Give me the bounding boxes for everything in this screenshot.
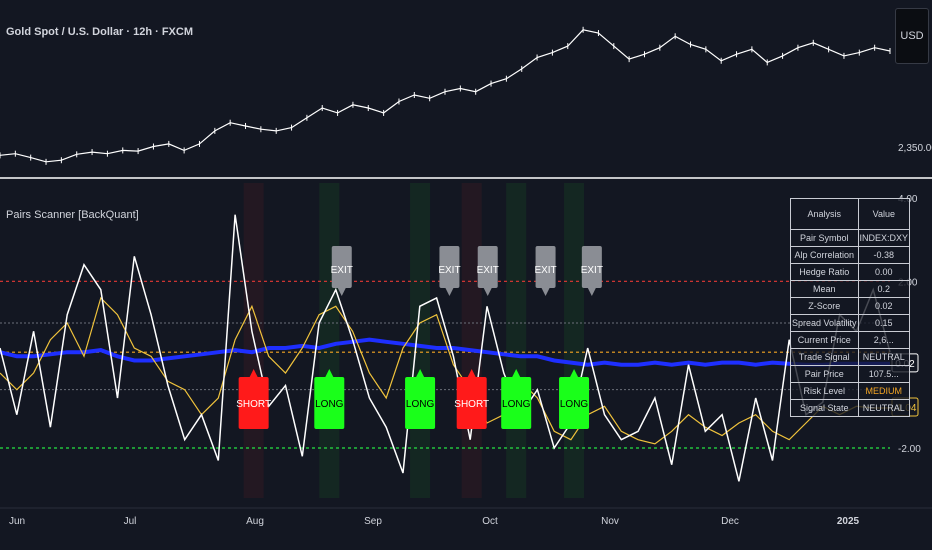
exit-marker [439, 246, 460, 288]
signal-zone [410, 183, 431, 498]
exit-marker [581, 246, 602, 288]
exit-label: EXIT [581, 265, 603, 276]
short-marker [456, 377, 487, 429]
table-header: Analysis Value [790, 198, 911, 230]
table-cell: MEDIUM [857, 382, 911, 400]
exit-marker-tip [445, 288, 454, 296]
exit-marker [477, 246, 498, 288]
long-marker [405, 377, 436, 429]
table-cell: Risk Level [790, 382, 859, 400]
exit-label: EXIT [477, 265, 499, 276]
table-cell: Signal State [790, 399, 859, 417]
table-row: Signal State NEUTRAL [790, 399, 911, 417]
table-cell: 0.00 [857, 263, 911, 281]
table-cell: Alp Correlation [790, 246, 859, 264]
table-cell: Z-Score [790, 297, 859, 315]
long-marker [314, 377, 345, 429]
signal-zone [319, 183, 340, 498]
indicator-title: Pairs Scanner [BackQuant] [6, 209, 139, 221]
table-row: Trade Signal NEUTRAL [790, 348, 911, 366]
table-row: Hedge Ratio 0.00 [790, 263, 911, 281]
exit-marker-tip [541, 288, 550, 296]
analysis-table: Analysis Value Pair Symbol INDEX:DXY Alp Cor… [790, 198, 911, 417]
x-tick-label: Jul [124, 516, 137, 527]
secondary-series [0, 296, 890, 445]
signal-marker-tip [467, 369, 476, 377]
exit-marker [331, 246, 352, 288]
table-header-cell: Analysis [790, 198, 859, 230]
exit-label: EXIT [331, 265, 353, 276]
table-cell: Trade Signal [790, 348, 859, 366]
signal-marker-tip [570, 369, 579, 377]
table-row: Alp Correlation -0.38 [790, 246, 911, 264]
signal-marker-tip [249, 369, 258, 377]
signal-marker-tip [416, 369, 425, 377]
table-row: Current Price 2,6... [790, 331, 911, 349]
long-label: LONG [315, 399, 344, 410]
long-label: LONG [502, 399, 531, 410]
table-cell: 107.5... [857, 365, 911, 383]
long-marker [559, 377, 590, 429]
exit-marker [535, 246, 556, 288]
table-cell: Hedge Ratio [790, 263, 859, 281]
table-cell: Mean [790, 280, 859, 298]
exit-label: EXIT [534, 265, 556, 276]
short-marker [238, 377, 269, 429]
currency-label: USD [900, 30, 924, 42]
table-cell: 0.02 [857, 297, 911, 315]
table-cell: Pair Price [790, 365, 859, 383]
exit-marker-tip [483, 288, 492, 296]
x-tick-label: Jun [9, 516, 25, 527]
table-row: Pair Symbol INDEX:DXY [790, 229, 911, 247]
table-cell: Current Price [790, 331, 859, 349]
price-chart-title: Gold Spot / U.S. Dollar · 12h · FXCM [6, 26, 194, 38]
x-tick-label: Nov [601, 516, 619, 527]
signal-marker-tip [512, 369, 521, 377]
long-marker [501, 377, 532, 429]
y-tick-label: -2.00 [898, 444, 921, 455]
x-tick-label: Aug [246, 516, 264, 527]
currency-button[interactable]: USD [895, 8, 929, 64]
exit-label: EXIT [438, 265, 460, 276]
x-tick-label: 2025 [837, 516, 860, 527]
price-series [0, 29, 891, 163]
table-cell: -0.38 [857, 246, 911, 264]
table-row: Mean 0.2 [790, 280, 911, 298]
table-cell: NEUTRAL [857, 348, 911, 366]
table-cell: 2,6... [857, 331, 911, 349]
table-header-cell: Value [857, 198, 911, 230]
table-cell: 0.2 [857, 280, 911, 298]
signal-zone [461, 183, 482, 498]
table-cell: INDEX:DXY [857, 229, 911, 247]
mean-series [0, 337, 890, 367]
exit-marker-tip [587, 288, 596, 296]
x-tick-label: Sep [364, 516, 382, 527]
table-row: Pair Price 107.5... [790, 365, 911, 383]
x-tick-label: Oct [482, 516, 498, 527]
table-cell: Pair Symbol [790, 229, 859, 247]
table-cell: NEUTRAL [857, 399, 911, 417]
signal-marker-tip [325, 369, 334, 377]
price-tick-label: 2,350.00 [898, 143, 932, 154]
signal-zone [506, 183, 527, 498]
exit-marker-tip [337, 288, 346, 296]
signal-zone [564, 183, 585, 498]
long-label: LONG [406, 399, 435, 410]
long-label: LONG [560, 399, 589, 410]
short-label: SHORT [236, 399, 271, 410]
x-tick-label: Dec [721, 516, 739, 527]
table-cell: 0.15 [857, 314, 911, 332]
table-row: Risk Level MEDIUM [790, 382, 911, 400]
zscore-series [0, 214, 891, 482]
short-label: SHORT [454, 399, 489, 410]
table-row: Z-Score 0.02 [790, 297, 911, 315]
table-cell: Spread Volatility [790, 314, 859, 332]
table-row: Spread Volatility 0.15 [790, 314, 911, 332]
